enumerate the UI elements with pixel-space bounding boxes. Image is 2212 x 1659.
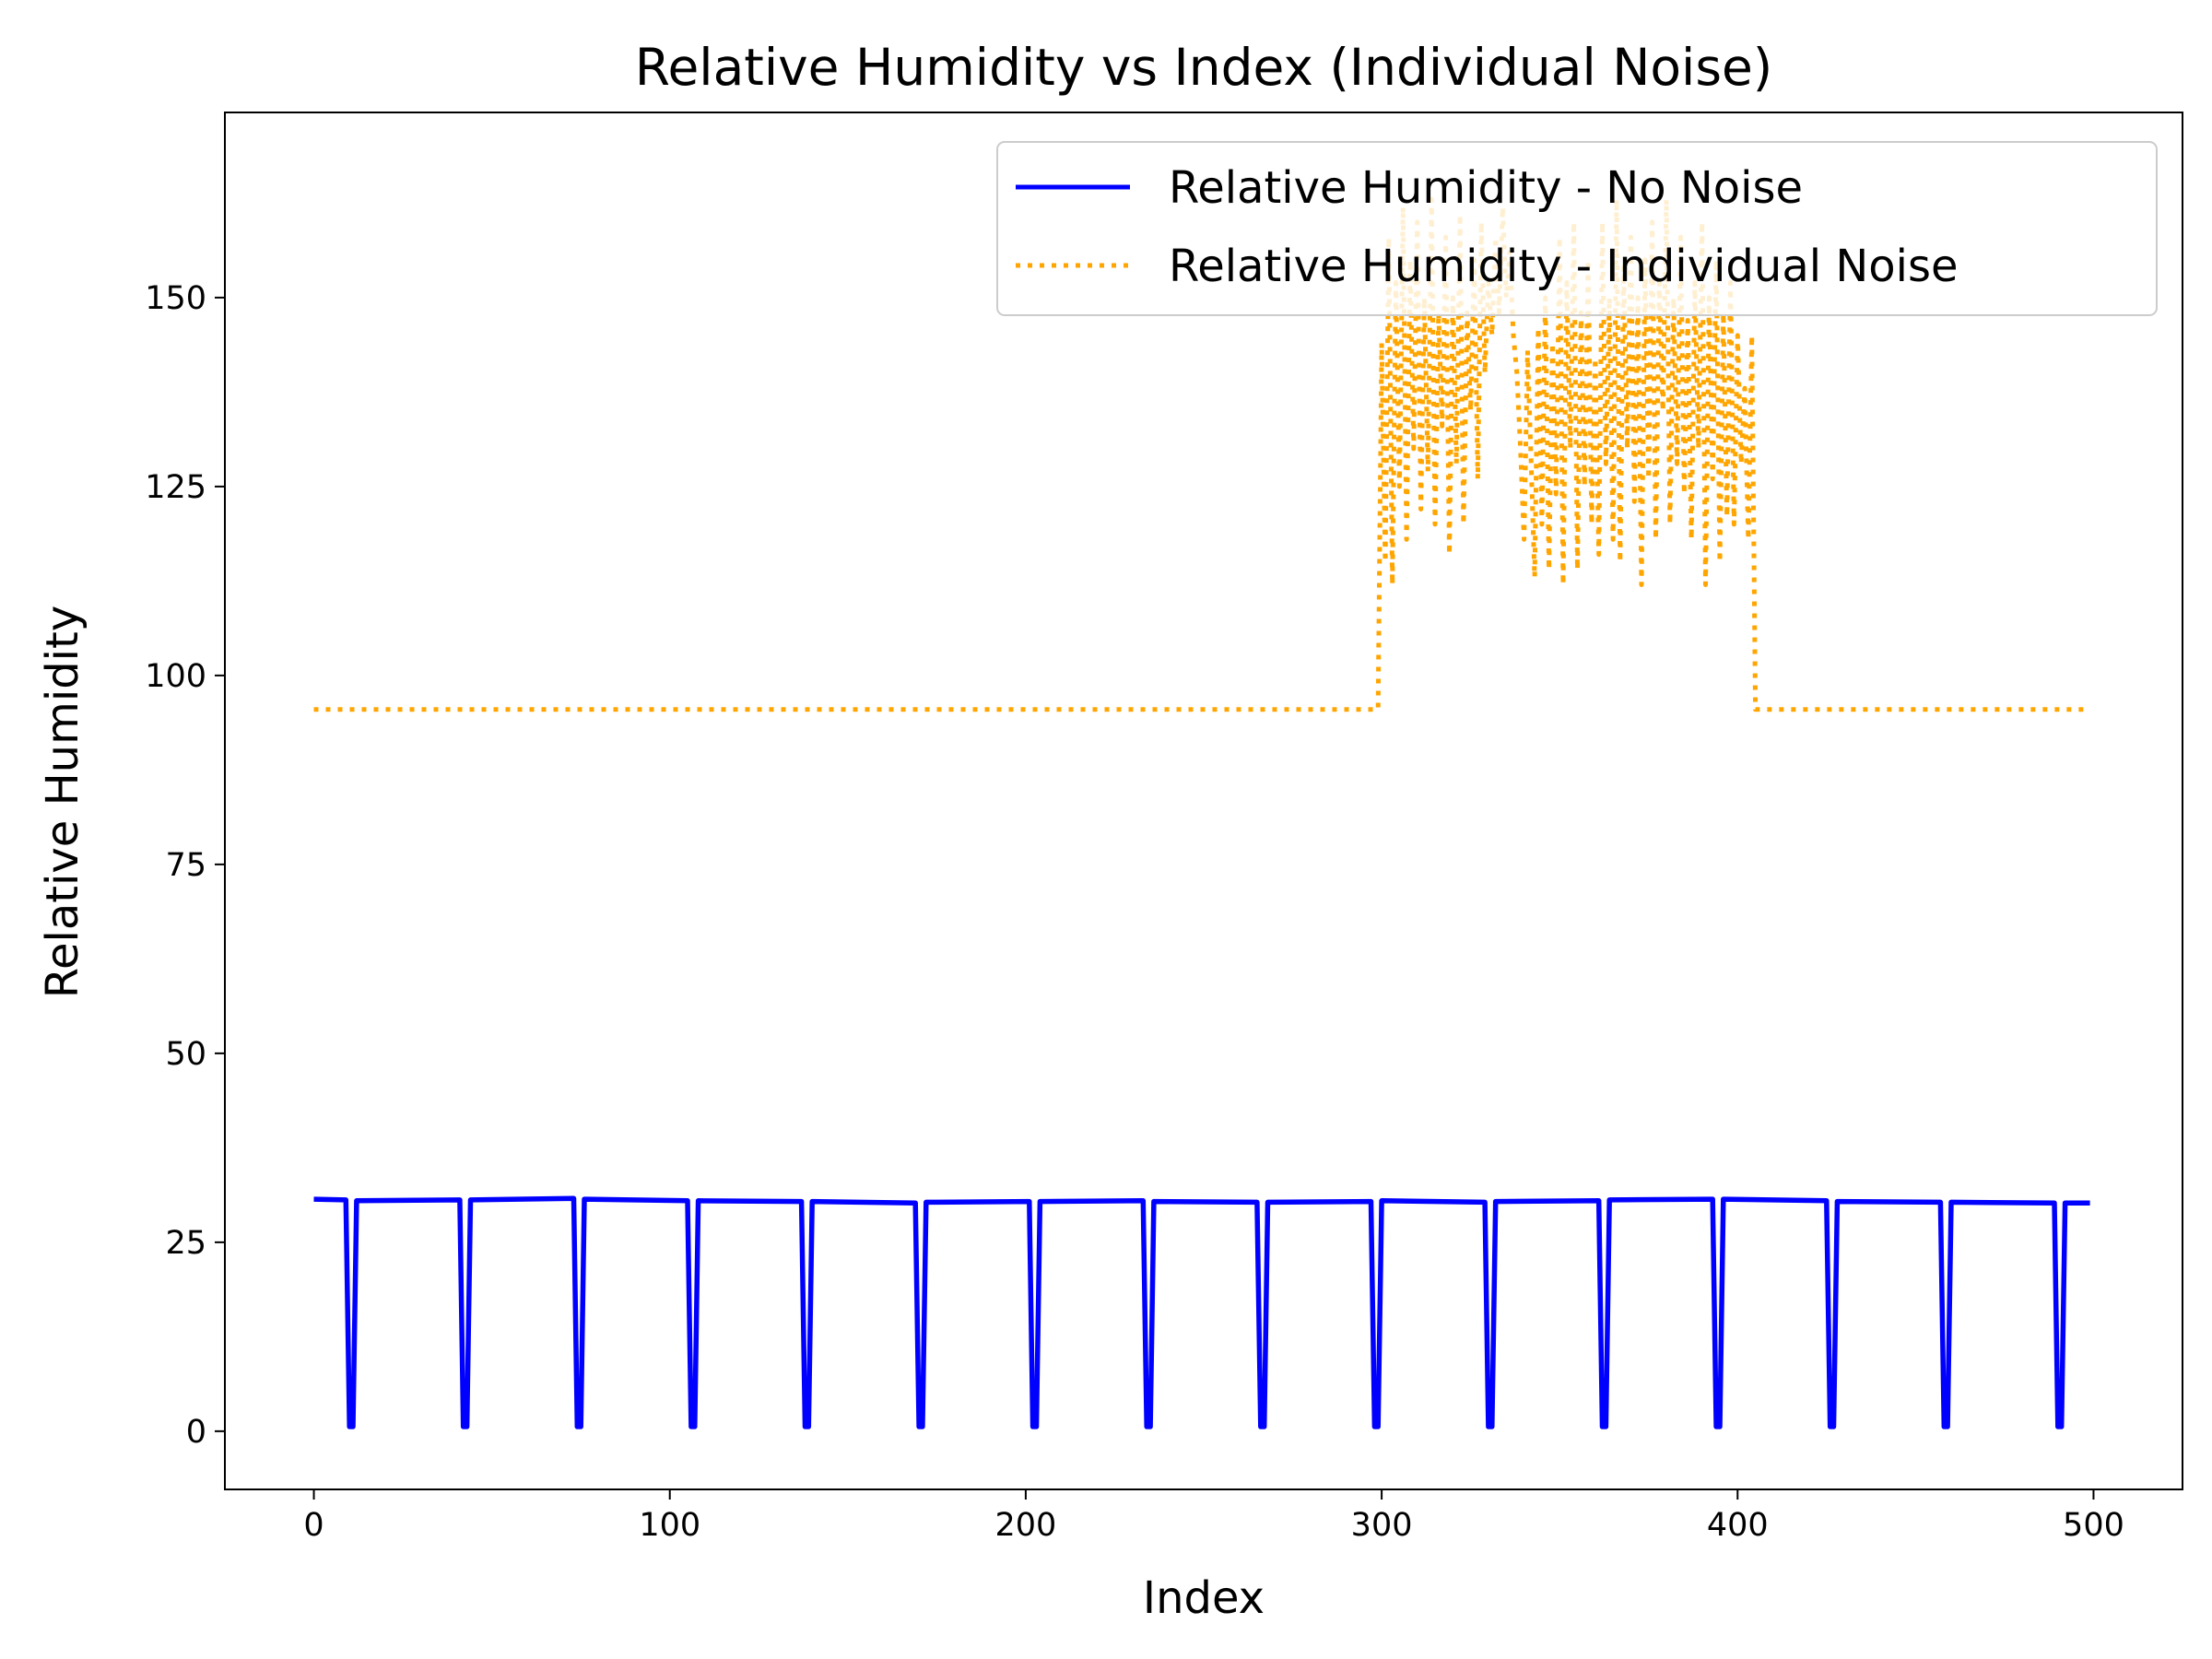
x-tick-label: 200 <box>995 1507 1057 1544</box>
y-tick-label: 100 <box>145 658 206 695</box>
series-line-no-noise <box>313 1195 2090 1430</box>
legend-label-no-noise: Relative Humidity - No Noise <box>1169 162 1803 214</box>
chart-title: Relative Humidity vs Index (Individual N… <box>635 38 1773 97</box>
y-tick-label: 125 <box>145 469 206 506</box>
x-tick-label: 100 <box>639 1507 700 1544</box>
y-tick-label: 75 <box>165 847 206 884</box>
axes: 0 100 200 300 400 500 0 25 50 75 100 125 150 <box>145 112 2183 1544</box>
legend-label-individual-noise: Relative Humidity - Individual Noise <box>1169 241 1958 292</box>
x-tick-label: 400 <box>1707 1507 1769 1544</box>
y-tick-label: 150 <box>145 280 206 317</box>
axes-frame <box>224 112 2183 1490</box>
x-axis-label: Index <box>1143 1572 1265 1624</box>
y-tick-label: 0 <box>186 1414 206 1451</box>
y-axis-label: Relative Humidity <box>37 606 88 998</box>
x-tick-label: 300 <box>1351 1507 1413 1544</box>
legend: Relative Humidity - No Noise Relative Hu… <box>996 141 2158 316</box>
x-tick-label: 0 <box>303 1507 324 1544</box>
y-tick-label: 50 <box>165 1036 206 1073</box>
y-tick-label: 25 <box>165 1225 206 1262</box>
legend-box <box>996 141 2158 316</box>
x-tick-label: 500 <box>2063 1507 2124 1544</box>
